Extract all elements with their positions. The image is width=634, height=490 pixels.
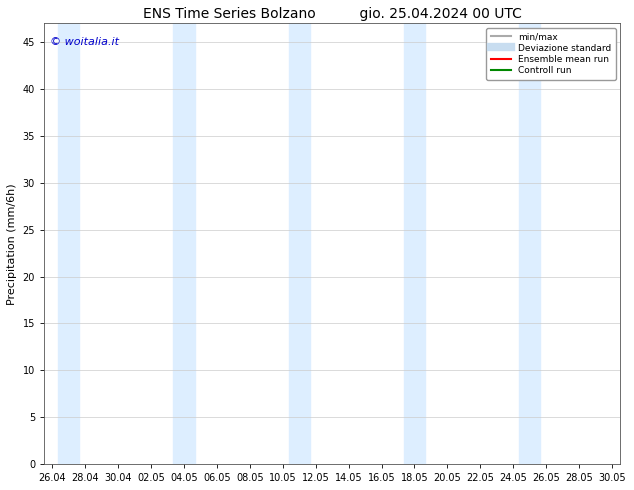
- Bar: [173, 24, 195, 464]
- Text: © woitalia.it: © woitalia.it: [50, 37, 119, 47]
- Y-axis label: Precipitation (mm/6h): Precipitation (mm/6h): [7, 183, 17, 305]
- Title: ENS Time Series Bolzano          gio. 25.04.2024 00 UTC: ENS Time Series Bolzano gio. 25.04.2024 …: [143, 7, 522, 21]
- Legend: min/max, Deviazione standard, Ensemble mean run, Controll run: min/max, Deviazione standard, Ensemble m…: [486, 28, 616, 80]
- Bar: [58, 24, 79, 464]
- Bar: [288, 24, 310, 464]
- Bar: [404, 24, 425, 464]
- Bar: [519, 24, 540, 464]
